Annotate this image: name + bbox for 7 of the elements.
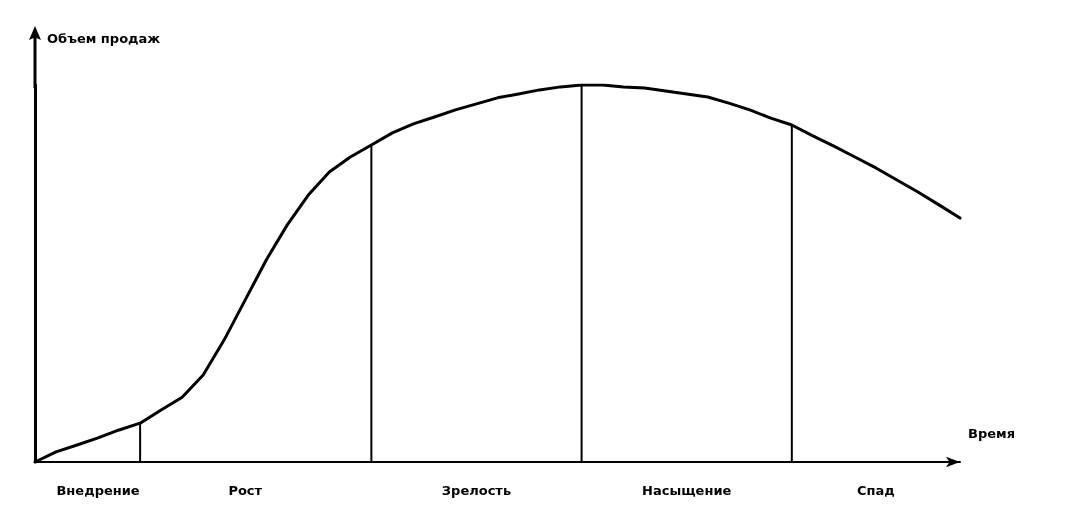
x-tick-label: Внедрение (56, 483, 140, 498)
x-tick-label: Насыщение (642, 483, 732, 498)
y-axis-title: Объем продаж (47, 31, 161, 46)
x-tick-label: Зрелость (441, 483, 512, 498)
x-axis-title: Время (968, 426, 1016, 441)
x-tick-label: Спад (857, 483, 895, 498)
x-tick-label: Рост (228, 483, 263, 498)
